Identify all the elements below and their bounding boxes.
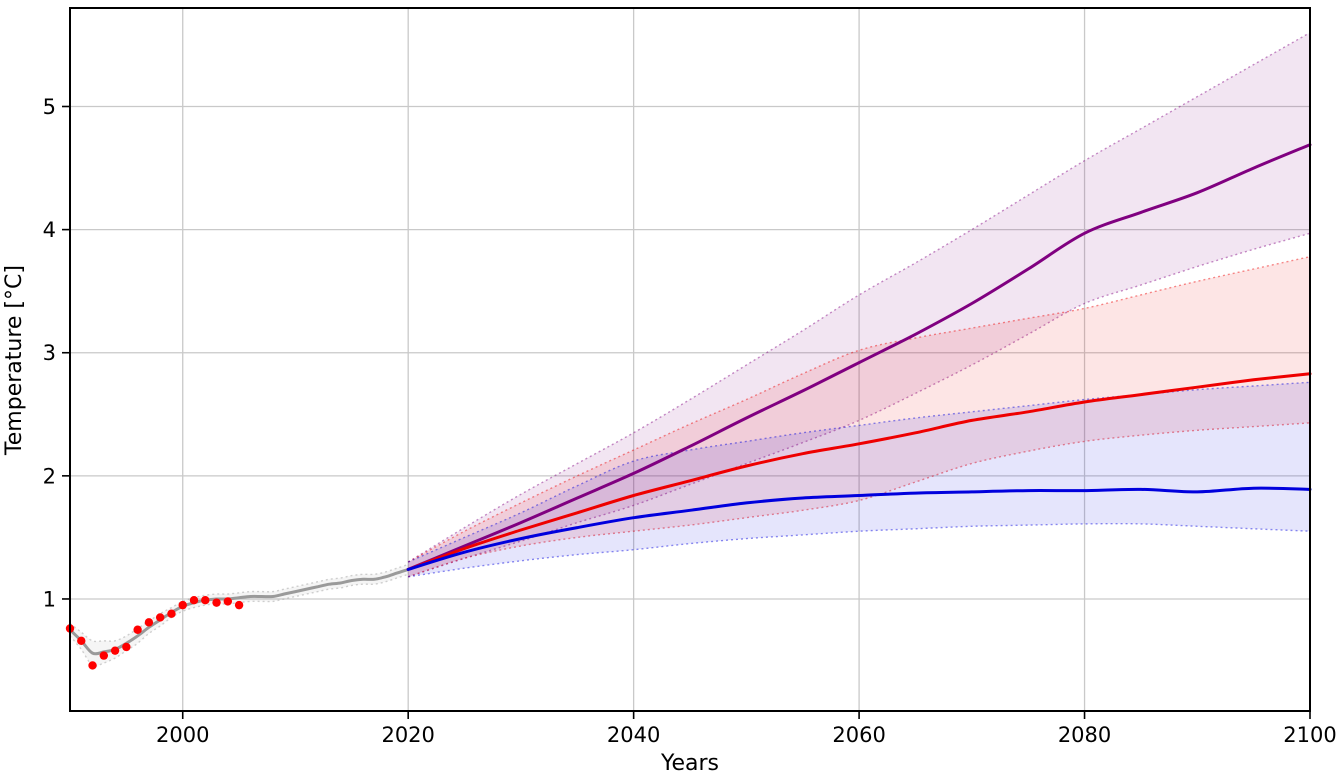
x-tick-label: 2000 bbox=[156, 723, 209, 747]
y-tick-label: 5 bbox=[43, 95, 56, 119]
band-edge-upper-mid-scenario bbox=[407, 256, 1311, 563]
band-edge-upper-high-scenario bbox=[407, 31, 1311, 563]
band-edge-upper-historical-mean bbox=[69, 563, 409, 643]
x-tick-label: 2100 bbox=[1283, 723, 1336, 747]
observation-dot bbox=[77, 636, 86, 646]
line-low-scenario bbox=[406, 486, 1312, 571]
y-tick-label: 4 bbox=[43, 218, 56, 242]
observation-dot bbox=[189, 595, 199, 605]
observation-dot bbox=[122, 642, 131, 652]
y-tick-label: 3 bbox=[43, 341, 56, 365]
observation-dot bbox=[234, 600, 244, 610]
x-tick-label: 2080 bbox=[1058, 723, 1111, 747]
observation-dot bbox=[167, 609, 176, 618]
observation-dot bbox=[99, 651, 109, 660]
observation-dot bbox=[178, 600, 187, 610]
x-tick-label: 2020 bbox=[381, 723, 434, 747]
band-edge-lower-low-scenario bbox=[408, 522, 1311, 578]
observation-dot bbox=[155, 613, 165, 622]
band-historical-mean bbox=[70, 564, 409, 667]
line-mid-scenario bbox=[406, 372, 1312, 571]
observation-dot bbox=[212, 598, 221, 607]
observation-dot bbox=[144, 618, 154, 627]
band-high-scenario bbox=[408, 32, 1310, 577]
line-high-scenario bbox=[406, 143, 1312, 571]
x-axis-label: Years bbox=[660, 751, 719, 776]
y-tick-label: 1 bbox=[43, 587, 56, 611]
x-tick-label: 2060 bbox=[832, 723, 885, 747]
observation-dot bbox=[133, 625, 142, 634]
band-edge-lower-mid-scenario bbox=[407, 422, 1311, 578]
y-axis-label: Temperature [°C] bbox=[2, 265, 27, 456]
observation-dot bbox=[201, 595, 210, 605]
observation-dot bbox=[223, 597, 233, 606]
observation-dot bbox=[88, 661, 97, 670]
observation-dot bbox=[110, 646, 120, 655]
y-tick-label: 2 bbox=[43, 464, 56, 488]
x-tick-label: 2040 bbox=[607, 723, 660, 747]
plot-border bbox=[69, 7, 1311, 712]
band-edge-lower-high-scenario bbox=[407, 232, 1311, 578]
band-low-scenario bbox=[408, 382, 1310, 577]
